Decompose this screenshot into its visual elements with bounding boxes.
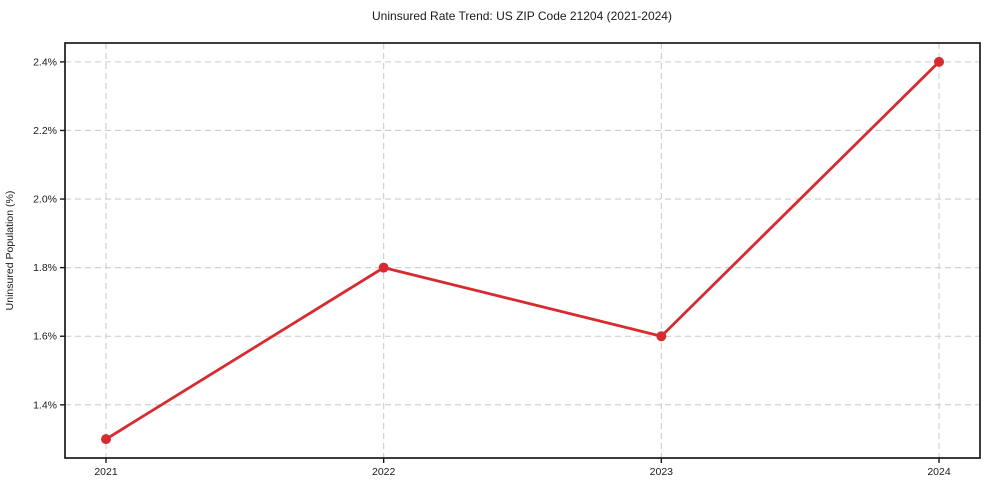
data-point-2023	[656, 331, 667, 342]
plot-area: 1.4% 1.6% 1.8% 2.0% 2.2% 2.4% 2021 2022 2023 2024	[33, 42, 981, 478]
x-tick-label: 2023	[650, 466, 674, 478]
plot-border	[64, 42, 981, 459]
trend-line	[104, 60, 941, 441]
y-axis-label: Uninsured Population (%)	[4, 191, 16, 311]
chart-title: Uninsured Rate Trend: US ZIP Code 21204 …	[372, 9, 672, 23]
x-tick-label: 2022	[372, 466, 396, 478]
data-point-2024	[934, 56, 944, 67]
y-tick-label: 2.2%	[33, 125, 57, 137]
y-tick-label: 2.4%	[33, 56, 57, 68]
y-tick-label: 2.0%	[33, 194, 57, 206]
data-point-2021	[101, 434, 111, 445]
y-tick-label: 1.6%	[33, 331, 57, 343]
data-point-2022	[378, 262, 389, 273]
x-tick-label: 2021	[94, 466, 118, 478]
y-tick-label: 1.8%	[33, 262, 57, 274]
y-tick-label: 1.4%	[33, 399, 57, 411]
x-tick-label: 2024	[927, 466, 951, 478]
